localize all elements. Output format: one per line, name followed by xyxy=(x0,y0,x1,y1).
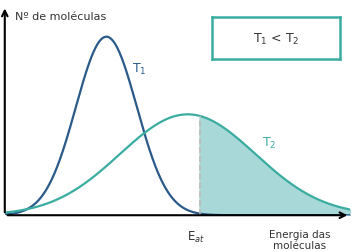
Text: E$_{at}$: E$_{at}$ xyxy=(187,229,205,244)
Text: Energia das
moléculas: Energia das moléculas xyxy=(269,229,330,250)
Text: T$_1$: T$_1$ xyxy=(132,62,146,77)
Text: T$_2$: T$_2$ xyxy=(262,135,276,150)
Text: Nº de moléculas: Nº de moléculas xyxy=(15,12,106,22)
